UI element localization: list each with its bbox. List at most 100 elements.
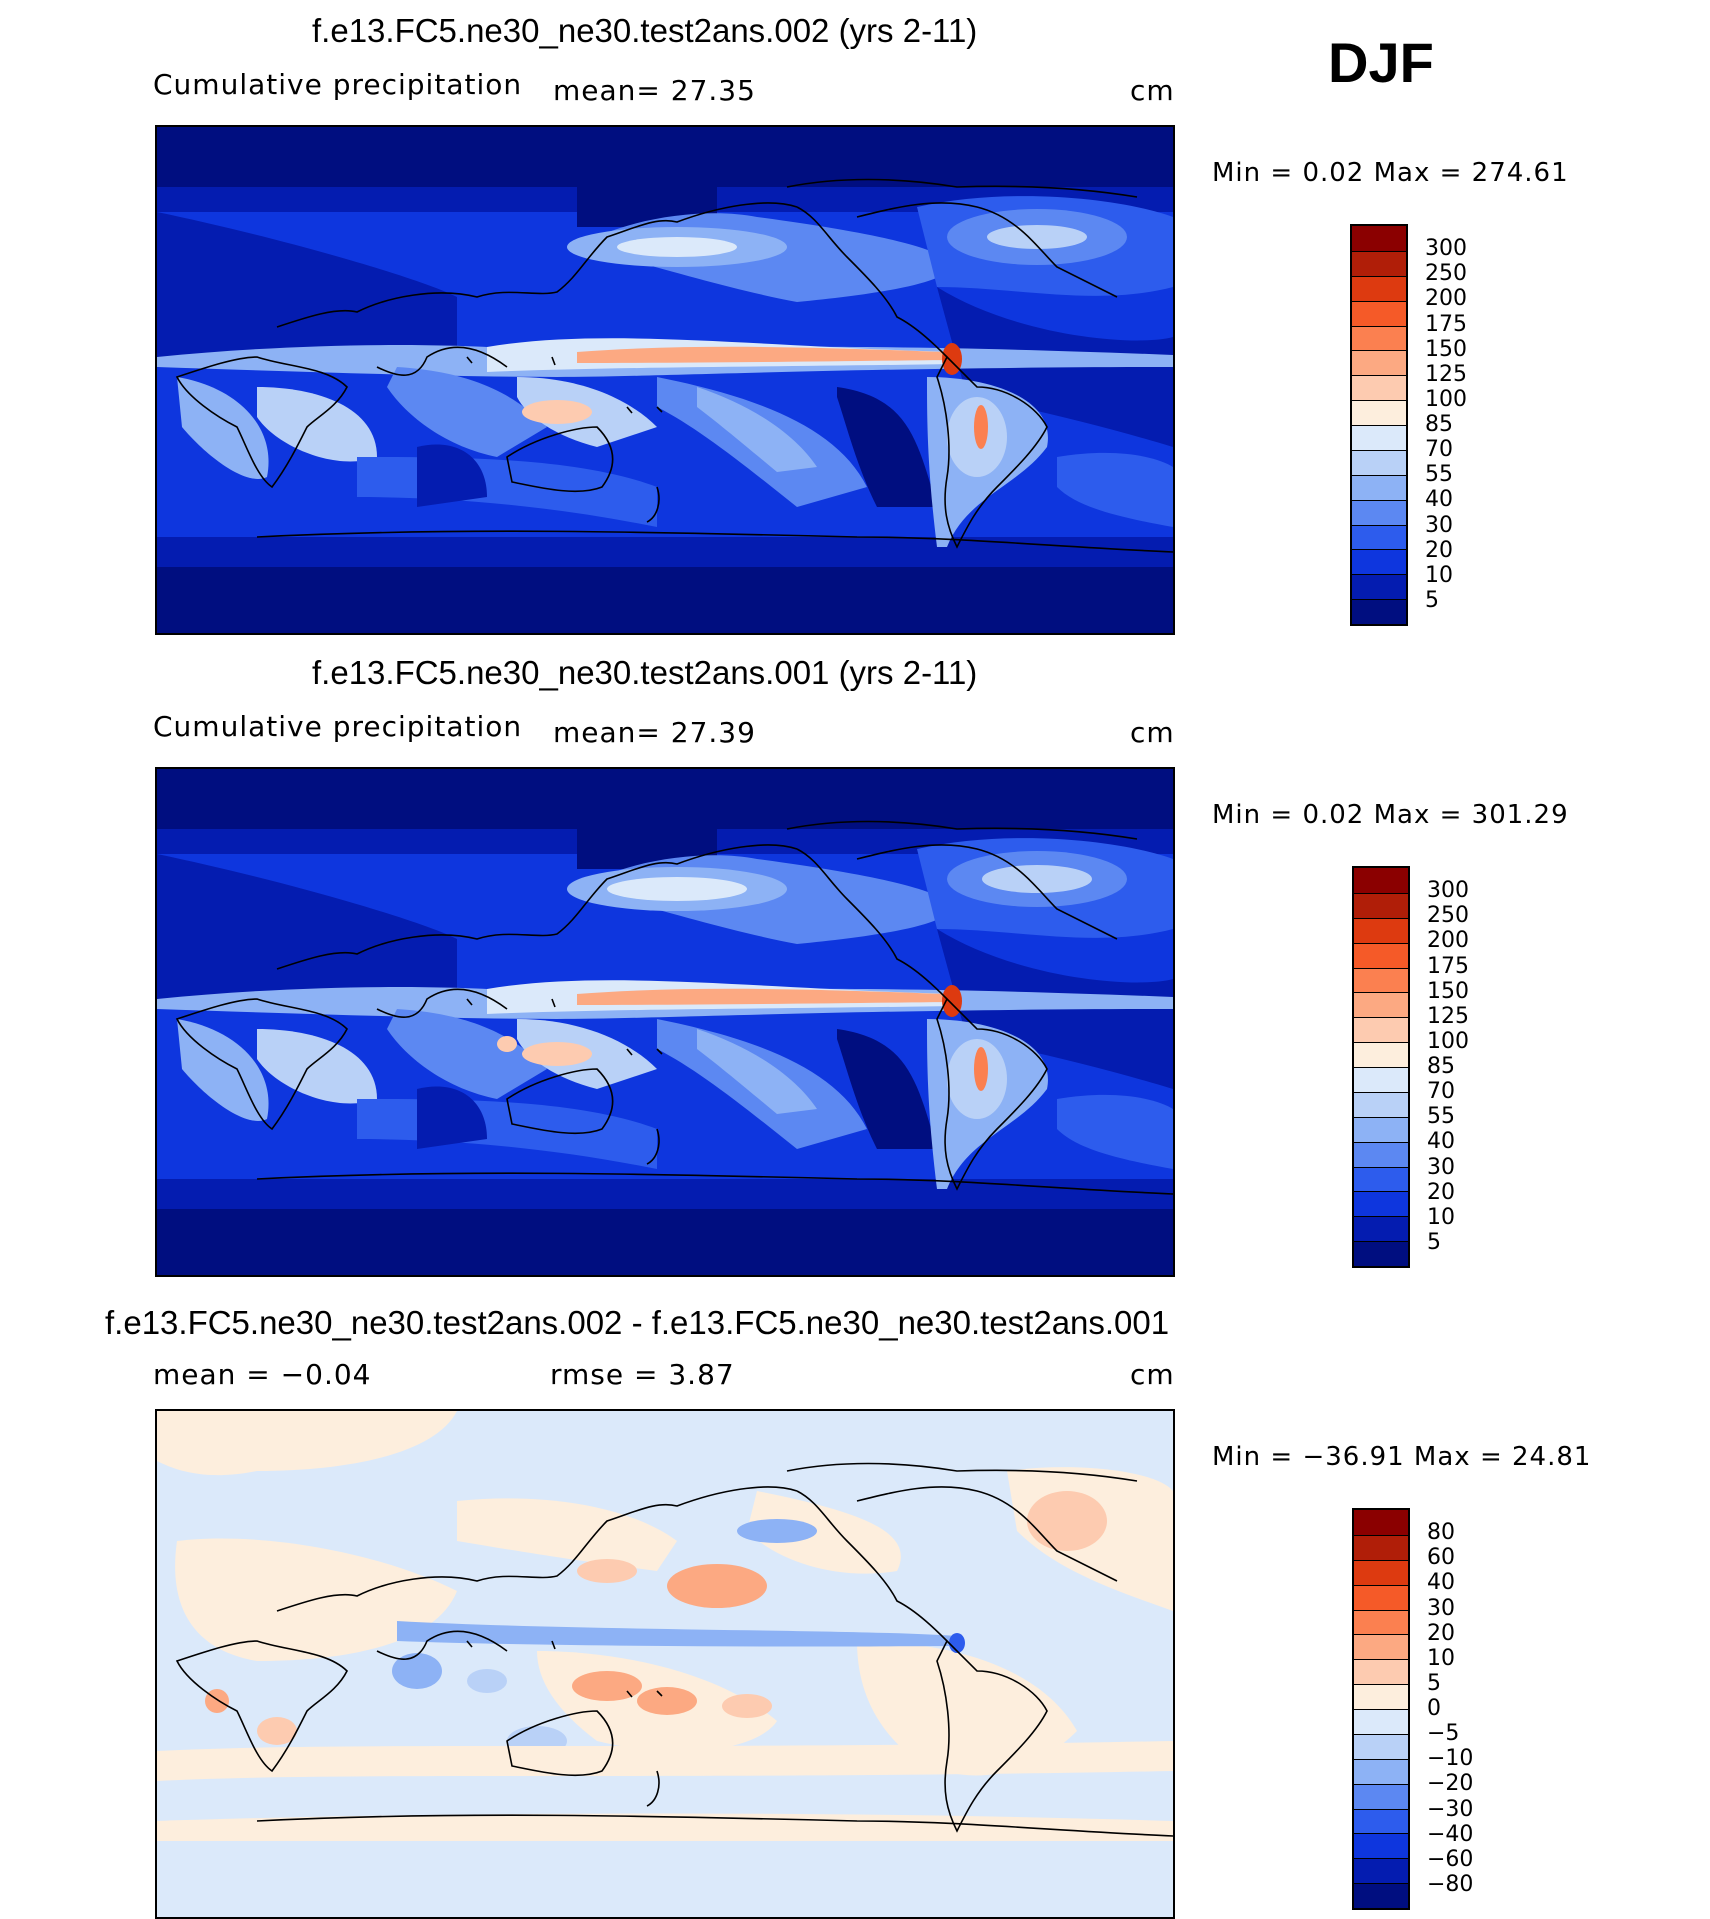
colorbar-swatch — [1352, 524, 1406, 550]
colorbar-swatch — [1352, 275, 1406, 301]
season-label: DJF — [1328, 31, 1434, 94]
colorbar-tick-label: 175 — [1425, 311, 1467, 337]
difference-map — [155, 1409, 1175, 1919]
colorbar-tick-label: 55 — [1427, 1104, 1455, 1130]
colorbar-tick-label: 300 — [1425, 236, 1467, 262]
colorbar-tick-label: 250 — [1425, 261, 1467, 287]
colorbar — [1350, 224, 1408, 626]
colorbar-swatch — [1352, 325, 1406, 351]
colorbar-tick-label: −30 — [1427, 1796, 1474, 1822]
colorbar-tick-label: 150 — [1427, 978, 1469, 1004]
colorbar-swatch — [1354, 1634, 1408, 1660]
colorbar-swatch — [1352, 474, 1406, 500]
colorbar-tick-label: −40 — [1427, 1821, 1474, 1847]
panel-title: f.e13.FC5.ne30_ne30.test2ans.002 - f.e13… — [105, 1304, 1170, 1341]
colorbar-tick-label: 85 — [1425, 412, 1453, 437]
units-label: cm — [1130, 716, 1175, 749]
colorbar-tick-label: 0 — [1427, 1696, 1441, 1721]
panel-title: f.e13.FC5.ne30_ne30.test2ans.001 (yrs 2-… — [312, 654, 978, 691]
colorbar-swatch — [1354, 1191, 1408, 1217]
colorbar-tick-label: 55 — [1425, 462, 1453, 488]
colorbar-swatch — [1354, 1141, 1408, 1167]
colorbar-swatch — [1354, 1783, 1408, 1809]
colorbar-swatch — [1352, 425, 1406, 450]
colorbar-tick-label: 100 — [1427, 1028, 1469, 1054]
colorbar-swatch — [1354, 892, 1408, 918]
colorbar-swatch — [1354, 1241, 1408, 1266]
colorbar-swatch — [1354, 992, 1408, 1018]
colorbar-tick-label: 20 — [1427, 1179, 1455, 1205]
minmax-label: Min = −36.91 Max = 24.81 — [1212, 1442, 1592, 1472]
colorbar-tick-label: 100 — [1425, 386, 1467, 412]
colorbar-tick-label: −20 — [1427, 1771, 1474, 1797]
colorbar-tick-label: 40 — [1425, 487, 1453, 513]
colorbar — [1352, 1508, 1410, 1910]
colorbar-tick-label: 30 — [1427, 1595, 1455, 1621]
colorbar-swatch — [1354, 868, 1408, 893]
colorbar-swatch — [1354, 1609, 1408, 1635]
colorbar-swatch — [1354, 1858, 1408, 1884]
colorbar-tick-label: 200 — [1425, 286, 1467, 312]
mean-label: mean= 27.39 — [553, 716, 756, 749]
colorbar-tick-label: 250 — [1427, 903, 1469, 929]
rmse-label: rmse = 3.87 — [550, 1358, 735, 1391]
precip-map — [155, 125, 1175, 635]
colorbar-swatch — [1354, 1758, 1408, 1784]
colorbar-swatch — [1354, 1510, 1408, 1535]
colorbar-tick-label: −80 — [1427, 1871, 1474, 1897]
minmax-label: Min = 0.02 Max = 301.29 — [1212, 800, 1569, 830]
colorbar-swatch — [1354, 942, 1408, 968]
colorbar-swatch — [1354, 1091, 1408, 1117]
colorbar-swatch — [1352, 250, 1406, 276]
panel-title: f.e13.FC5.ne30_ne30.test2ans.002 (yrs 2-… — [312, 12, 978, 49]
colorbar-swatch — [1354, 1017, 1408, 1043]
units-label: cm — [1130, 1358, 1175, 1391]
colorbar-swatch — [1352, 400, 1406, 425]
colorbar-tick-label: 200 — [1427, 928, 1469, 954]
colorbar-swatch — [1354, 1733, 1408, 1759]
precip-map — [155, 767, 1175, 1277]
colorbar-tick-label: 175 — [1427, 953, 1469, 979]
colorbar-swatch — [1354, 1684, 1408, 1709]
colorbar-swatch — [1352, 350, 1406, 376]
colorbar-swatch — [1354, 1883, 1408, 1908]
colorbar-tick-label: −10 — [1427, 1746, 1474, 1772]
colorbar-tick-label: 150 — [1425, 336, 1467, 362]
colorbar-tick-label: 125 — [1425, 361, 1467, 387]
colorbar-swatch — [1354, 1166, 1408, 1192]
colorbar-swatch — [1354, 1116, 1408, 1142]
left-label: Cumulative precipitation — [153, 68, 523, 101]
colorbar-tick-label: 20 — [1425, 537, 1453, 563]
left-label: Cumulative precipitation — [153, 710, 523, 743]
colorbar-swatch — [1354, 1534, 1408, 1560]
colorbar-swatch — [1354, 1833, 1408, 1859]
colorbar-swatch — [1354, 1659, 1408, 1685]
colorbar — [1352, 866, 1410, 1268]
colorbar-tick-label: 40 — [1427, 1129, 1455, 1155]
colorbar-swatch — [1354, 917, 1408, 943]
colorbar-swatch — [1352, 300, 1406, 326]
colorbar-tick-label: 125 — [1427, 1003, 1469, 1029]
colorbar-tick-label: 5 — [1427, 1229, 1441, 1255]
units-label: cm — [1130, 74, 1175, 107]
colorbar-swatch — [1354, 1216, 1408, 1242]
colorbar-swatch — [1354, 1042, 1408, 1067]
mean-label: mean = −0.04 — [153, 1358, 372, 1391]
colorbar-tick-label: 85 — [1427, 1054, 1455, 1079]
colorbar-tick-label: 30 — [1425, 512, 1453, 538]
colorbar-tick-label: 40 — [1427, 1570, 1455, 1596]
colorbar-tick-label: 70 — [1425, 437, 1453, 463]
colorbar-tick-label: 10 — [1425, 562, 1453, 588]
colorbar-swatch — [1352, 549, 1406, 575]
colorbar-tick-label: 10 — [1427, 1645, 1455, 1671]
colorbar-swatch — [1354, 1559, 1408, 1585]
colorbar-tick-label: 300 — [1427, 878, 1469, 904]
colorbar-tick-label: 60 — [1427, 1545, 1455, 1571]
colorbar-swatch — [1352, 499, 1406, 525]
colorbar-tick-label: 5 — [1425, 587, 1439, 613]
colorbar-tick-label: 70 — [1427, 1079, 1455, 1105]
colorbar-swatch — [1354, 1808, 1408, 1834]
colorbar-swatch — [1352, 574, 1406, 600]
colorbar-tick-label: −60 — [1427, 1846, 1474, 1872]
colorbar-swatch — [1352, 599, 1406, 624]
